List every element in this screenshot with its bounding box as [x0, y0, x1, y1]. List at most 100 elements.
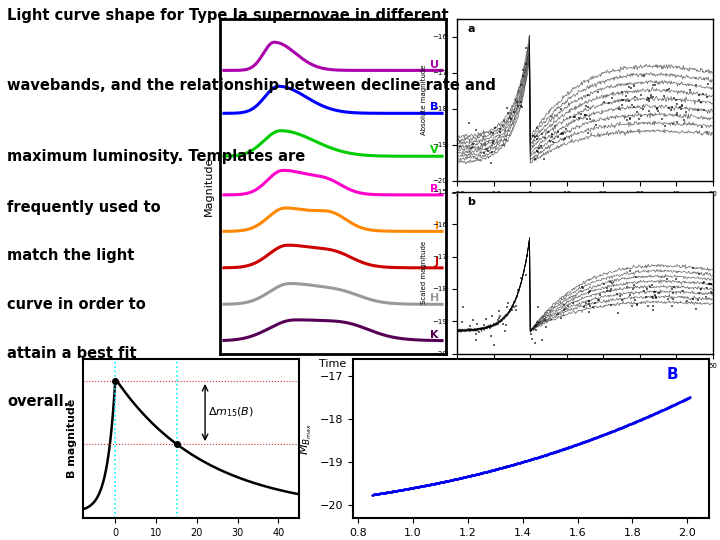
Point	[534, 144, 545, 152]
Point	[466, 471, 477, 480]
Point	[635, 112, 647, 120]
Text: $\Delta m_{15}(B)$: $\Delta m_{15}(B)$	[208, 406, 254, 420]
Point	[625, 113, 636, 122]
Point	[392, 486, 404, 495]
Text: a: a	[467, 24, 475, 34]
Point	[521, 59, 532, 68]
Text: wavebands, and the relationship between decline rate and: wavebands, and the relationship between …	[7, 78, 496, 93]
Point	[681, 394, 693, 403]
Point	[366, 490, 378, 499]
Point	[508, 460, 520, 469]
Point	[672, 399, 683, 408]
Text: R: R	[431, 184, 438, 194]
Point	[374, 489, 386, 498]
Point	[647, 301, 659, 310]
Point	[577, 438, 588, 447]
Point	[430, 479, 441, 488]
Point	[596, 431, 608, 440]
Point	[426, 480, 437, 489]
Point	[508, 107, 519, 116]
Point	[408, 483, 420, 492]
Point	[493, 464, 505, 473]
Point	[634, 416, 645, 424]
Point	[589, 298, 600, 307]
Point	[386, 487, 397, 496]
Point	[396, 485, 408, 494]
Point	[493, 313, 505, 322]
Point	[555, 130, 567, 138]
Point	[501, 103, 513, 112]
Point	[559, 133, 571, 142]
Point	[574, 439, 585, 448]
Point	[488, 341, 500, 349]
Point	[454, 474, 466, 482]
Point	[672, 399, 683, 407]
Point	[646, 411, 657, 420]
Point	[680, 395, 692, 403]
Point	[618, 422, 629, 431]
Point	[454, 141, 466, 150]
Point	[693, 91, 705, 100]
Point	[429, 479, 441, 488]
Point	[479, 468, 490, 476]
Point	[474, 469, 485, 478]
Point	[598, 430, 610, 438]
Point	[647, 410, 659, 418]
Point	[558, 444, 570, 453]
Point	[483, 467, 495, 475]
Point	[511, 459, 523, 468]
Point	[486, 466, 498, 475]
Point	[395, 485, 407, 494]
Point	[648, 409, 660, 418]
Point	[477, 468, 488, 477]
Point	[676, 397, 688, 406]
Point	[504, 461, 516, 470]
Point	[613, 424, 625, 433]
Point	[518, 457, 530, 465]
Point	[367, 490, 379, 499]
Point	[510, 306, 521, 314]
Point	[545, 449, 557, 457]
Point	[678, 396, 689, 404]
Point	[444, 476, 456, 484]
Point	[671, 109, 683, 118]
Point	[617, 423, 629, 431]
Point	[521, 270, 532, 279]
Point	[554, 446, 566, 454]
Point	[541, 450, 552, 459]
Point	[654, 407, 665, 416]
Point	[516, 103, 528, 112]
Point	[615, 424, 626, 433]
Point	[552, 447, 564, 455]
Point	[490, 465, 502, 474]
Point	[674, 397, 685, 406]
Point	[627, 418, 639, 427]
Point	[644, 97, 655, 105]
Point	[554, 446, 565, 455]
Point	[434, 478, 446, 487]
Point	[582, 436, 593, 445]
Point	[619, 422, 631, 430]
Point	[549, 448, 560, 456]
Point	[473, 469, 485, 478]
Point	[431, 479, 442, 488]
Point	[542, 450, 554, 458]
Point	[642, 413, 653, 421]
Point	[619, 422, 631, 430]
Point	[421, 481, 433, 489]
Point	[393, 486, 405, 495]
Point	[536, 336, 547, 345]
Point	[584, 299, 595, 308]
Point	[585, 287, 596, 296]
Point	[431, 479, 443, 488]
Point	[480, 140, 491, 149]
Point	[682, 394, 693, 403]
Point	[668, 94, 680, 103]
Point	[550, 447, 562, 456]
Point	[417, 482, 428, 490]
Point	[531, 326, 542, 335]
Point	[671, 399, 683, 408]
Point	[457, 303, 469, 312]
Point	[605, 278, 616, 286]
Point	[464, 471, 475, 480]
